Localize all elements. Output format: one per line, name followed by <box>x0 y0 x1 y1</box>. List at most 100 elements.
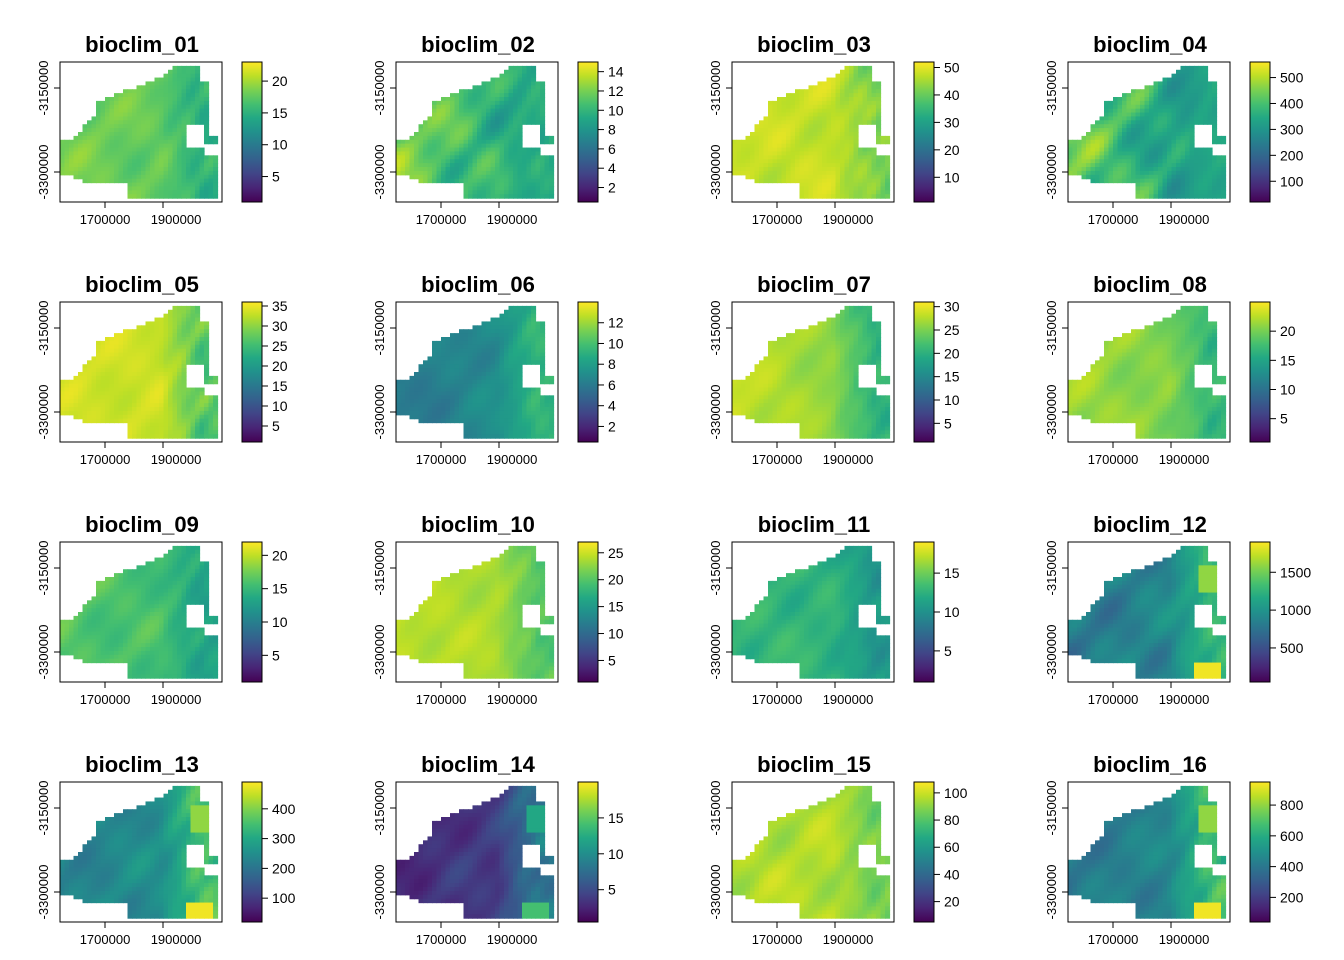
raster-cell <box>177 69 183 75</box>
raster-cell <box>531 97 537 102</box>
raster-cell <box>472 379 478 385</box>
raster-cell <box>145 163 151 168</box>
raster-cell <box>477 182 483 188</box>
raster-cell <box>132 414 138 420</box>
raster-cell <box>195 170 201 176</box>
raster-cell <box>82 364 88 369</box>
raster-cell <box>208 407 214 412</box>
raster-cell <box>535 414 541 420</box>
raster-cell <box>763 167 769 172</box>
raster-cell <box>145 352 151 358</box>
raster-cell <box>82 418 88 424</box>
raster-cell <box>504 190 510 195</box>
raster-cell <box>195 414 201 420</box>
raster-cell <box>78 387 84 393</box>
raster-cell <box>150 356 156 361</box>
raster-cell <box>808 139 814 145</box>
raster-cell <box>835 108 841 114</box>
raster-cell <box>1198 194 1204 199</box>
raster-cell <box>1153 112 1159 118</box>
raster-cell <box>1144 167 1150 172</box>
raster-cell <box>454 399 460 404</box>
raster-cell <box>418 147 424 153</box>
raster-cell <box>477 426 483 431</box>
raster-cell <box>441 356 447 361</box>
raster-cell <box>513 81 519 86</box>
raster-cell <box>822 170 828 176</box>
raster-cell <box>813 120 819 125</box>
raster-cell <box>808 100 814 106</box>
raster-cell <box>441 399 447 404</box>
raster-cell <box>150 368 156 373</box>
raster-cell <box>396 155 402 160</box>
raster-cell <box>150 81 156 86</box>
raster-cell <box>132 155 138 160</box>
raster-cell <box>490 128 496 133</box>
raster-cell <box>145 395 151 400</box>
raster-cell <box>853 170 859 176</box>
raster-cell <box>190 426 196 431</box>
raster-cell <box>540 356 546 361</box>
raster-cell <box>204 112 210 118</box>
raster-cell <box>499 348 505 354</box>
raster-cell <box>1140 124 1146 129</box>
raster-cell <box>100 391 106 396</box>
raster-cell <box>826 108 832 114</box>
raster-cell <box>463 387 469 393</box>
raster-cell <box>1158 81 1164 86</box>
raster-cell <box>867 65 873 71</box>
raster-cell <box>64 159 70 164</box>
raster-cell <box>154 81 160 86</box>
raster-cell <box>1198 174 1204 180</box>
raster-cell <box>849 182 855 188</box>
raster-cell <box>145 329 151 334</box>
raster-cell <box>808 112 814 118</box>
raster-cell <box>526 309 532 315</box>
raster-cell <box>477 325 483 330</box>
raster-cell <box>1216 155 1222 160</box>
raster-cell <box>468 163 474 168</box>
raster-cell <box>123 174 129 180</box>
raster-cell <box>109 100 115 106</box>
raster-cell <box>508 348 514 354</box>
raster-cell <box>1122 104 1128 110</box>
raster-cell <box>495 178 501 184</box>
raster-cell <box>159 186 165 191</box>
raster-cell <box>499 364 505 369</box>
raster-cell <box>1104 155 1110 160</box>
raster-cell <box>132 403 138 408</box>
raster-cell <box>1086 163 1092 168</box>
raster-cell <box>759 120 765 125</box>
raster-cell <box>1072 139 1078 145</box>
raster-cell <box>186 174 192 180</box>
raster-cell <box>549 190 555 195</box>
raster-cell <box>172 120 178 125</box>
raster-cell <box>445 387 451 393</box>
raster-cell <box>777 128 783 133</box>
raster-cell <box>1171 104 1177 110</box>
raster-cell <box>177 426 183 431</box>
raster-cell <box>535 100 541 106</box>
raster-cell <box>876 112 882 118</box>
raster-cell <box>799 116 805 121</box>
raster-cell <box>127 190 133 195</box>
raster-cell <box>513 97 519 102</box>
color-legend-bar <box>241 61 263 203</box>
raster-cell <box>1140 159 1146 164</box>
raster-cell <box>91 403 97 408</box>
raster-cell <box>186 104 192 110</box>
raster-cell <box>535 159 541 164</box>
raster-cell <box>504 108 510 114</box>
raster-cell <box>208 375 214 381</box>
raster-cell <box>831 77 837 83</box>
raster-cell <box>204 139 210 145</box>
raster-cell <box>172 333 178 338</box>
raster-cell <box>168 344 174 350</box>
raster-cell <box>450 340 456 346</box>
raster-cell <box>526 430 532 435</box>
raster-cell <box>454 159 460 164</box>
raster-cell <box>1167 186 1173 191</box>
raster-cell <box>450 387 456 393</box>
raster-cell <box>504 151 510 156</box>
raster-cell <box>432 344 438 350</box>
